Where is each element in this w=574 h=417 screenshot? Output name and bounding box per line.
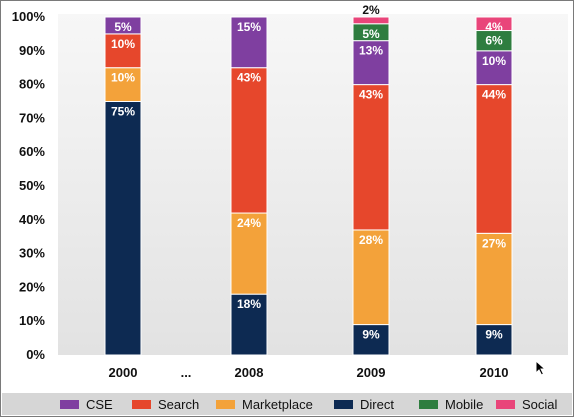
bar-segment-social [352, 16, 390, 25]
data-label: 2% [362, 3, 380, 17]
data-label: 13% [359, 44, 383, 58]
legend: CSE Search Marketplace Direct Mobile Social [2, 393, 572, 415]
legend-label: Search [158, 396, 200, 412]
bar-segment-marketplace [352, 229, 390, 326]
y-tick-label: 70% [19, 110, 45, 125]
x-gap-label: ... [181, 365, 192, 380]
legend-item-marketplace: Marketplace [216, 393, 313, 415]
data-label: 43% [359, 88, 383, 102]
y-tick-label: 100% [12, 9, 46, 24]
y-tick-label: 90% [19, 43, 45, 58]
legend-label: Social [522, 396, 558, 412]
data-label: 27% [482, 236, 506, 250]
bar-segment-search [104, 33, 142, 69]
data-label: 5% [362, 27, 380, 41]
data-label: 24% [237, 216, 261, 230]
bar-segment-cse [230, 16, 268, 69]
mouse-cursor-icon [535, 360, 547, 376]
data-label: 75% [111, 105, 135, 119]
data-label: 5% [114, 20, 132, 34]
bar-segment-search [230, 67, 268, 214]
bar-segment-direct [104, 101, 142, 356]
data-label: 10% [111, 37, 135, 51]
data-label: 18% [237, 297, 261, 311]
x-tick-label: 2010 [480, 365, 509, 380]
bar-segment-cse [104, 16, 142, 35]
y-tick-label: 20% [19, 279, 45, 294]
legend-label: Direct [360, 396, 394, 412]
data-label: 9% [485, 328, 503, 342]
bar-segment-search [475, 84, 513, 234]
x-tick-label: 2009 [357, 365, 386, 380]
legend-label: Marketplace [242, 396, 313, 412]
data-label: 28% [359, 233, 383, 247]
legend-swatch [496, 399, 515, 409]
legend-item-mobile: Mobile [419, 393, 483, 415]
legend-label: Mobile [445, 396, 484, 412]
y-tick-label: 50% [19, 178, 45, 193]
data-label: 15% [237, 20, 261, 34]
data-label: 10% [111, 71, 135, 85]
data-label: 9% [362, 328, 380, 342]
bar-segment-direct [352, 324, 390, 356]
data-label: 43% [237, 71, 261, 85]
legend-swatch [419, 399, 438, 409]
legend-item-direct: Direct [334, 393, 394, 415]
legend-item-cse: CSE [60, 393, 113, 415]
y-tick-label: 40% [19, 212, 45, 227]
legend-swatch [60, 399, 79, 409]
y-tick-label: 80% [19, 77, 45, 92]
data-label: 4% [485, 20, 503, 34]
y-tick-label: 30% [19, 246, 45, 261]
legend-item-search: Search [132, 393, 199, 415]
y-tick-label: 10% [19, 313, 45, 328]
legend-label: CSE [86, 396, 113, 412]
y-tick-label: 0% [26, 347, 45, 362]
bar-segment-cse [475, 50, 513, 86]
bar-segment-social [475, 16, 513, 32]
x-tick-label: 2000 [109, 365, 138, 380]
legend-swatch [334, 399, 353, 409]
data-label: 6% [485, 34, 503, 48]
legend-swatch [132, 399, 151, 409]
bar-segment-search [352, 84, 390, 231]
legend-item-social: Social [496, 393, 557, 415]
data-label: 10% [482, 54, 506, 68]
x-tick-label: 2008 [235, 365, 264, 380]
bar-segment-direct [475, 324, 513, 356]
legend-swatch [216, 399, 235, 409]
data-label: 44% [482, 88, 506, 102]
y-tick-label: 60% [19, 144, 45, 159]
bar-segment-marketplace [230, 212, 268, 295]
